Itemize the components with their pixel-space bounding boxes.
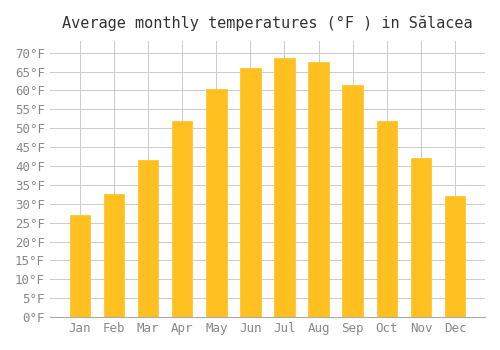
Bar <box>376 121 397 317</box>
Title: Average monthly temperatures (°F ) in Sălacea: Average monthly temperatures (°F ) in Să… <box>62 15 472 30</box>
Bar <box>70 215 90 317</box>
Bar <box>445 196 465 317</box>
Bar <box>240 68 260 317</box>
Bar <box>410 159 431 317</box>
Bar <box>172 121 193 317</box>
Bar <box>274 58 294 317</box>
Bar <box>138 160 158 317</box>
Bar <box>342 85 363 317</box>
Bar <box>308 62 329 317</box>
Bar <box>104 194 124 317</box>
Bar <box>206 89 227 317</box>
